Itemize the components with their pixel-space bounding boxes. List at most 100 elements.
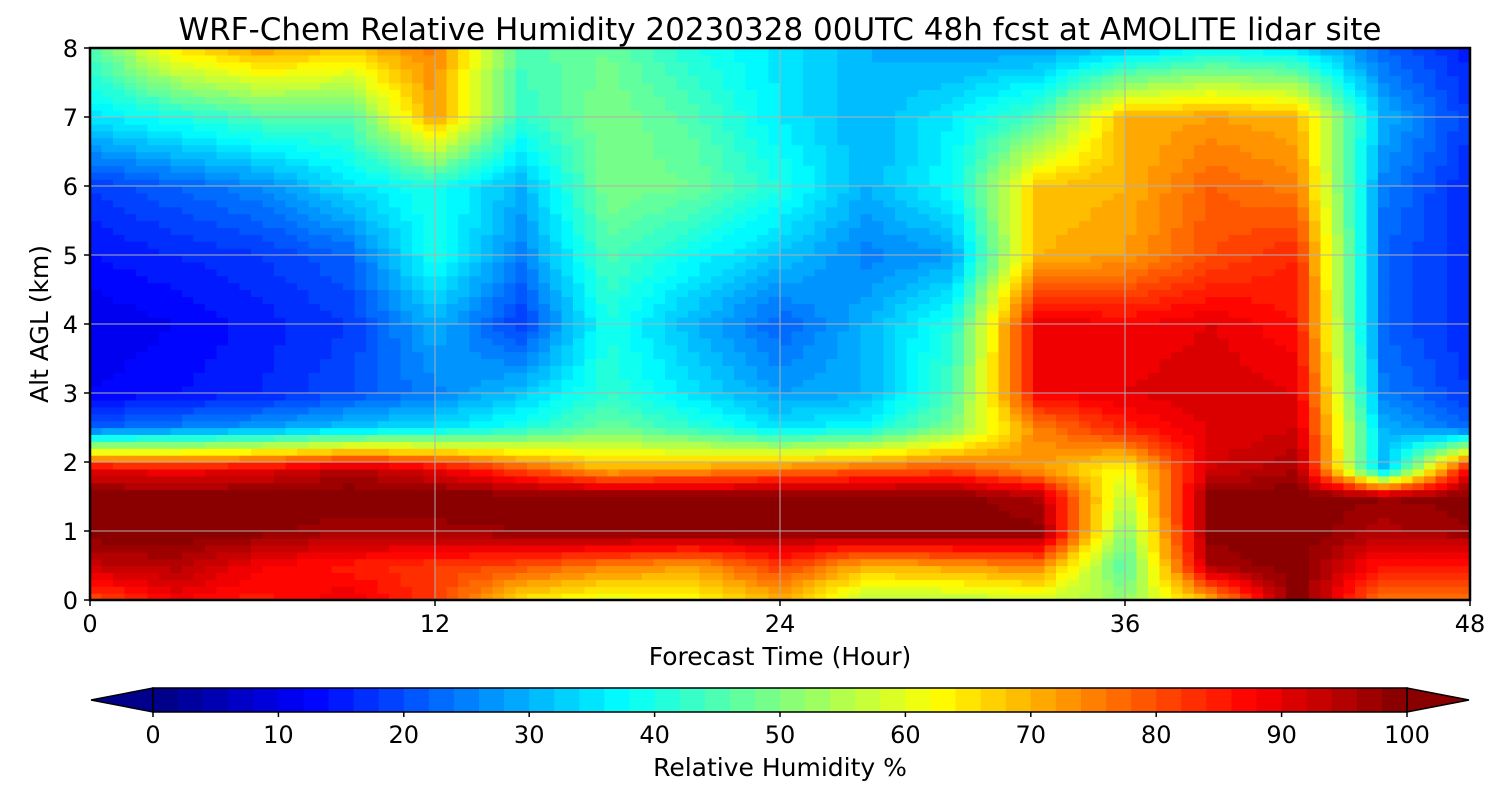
heatmap-cell <box>90 482 103 491</box>
heatmap-cell <box>676 344 689 353</box>
heatmap-cell <box>1044 496 1057 504</box>
heatmap-cell <box>849 593 862 600</box>
heatmap-cell <box>400 324 413 332</box>
heatmap-cell <box>1320 386 1333 394</box>
heatmap-cell <box>1309 358 1322 366</box>
heatmap-cell <box>170 310 183 318</box>
heatmap-cell <box>895 337 908 346</box>
heatmap-cell <box>688 544 701 553</box>
heatmap-cell <box>1102 503 1115 511</box>
heatmap-cell <box>1067 482 1080 491</box>
heatmap-cell <box>1263 330 1276 339</box>
heatmap-cell <box>193 503 206 511</box>
heatmap-cell <box>849 330 862 339</box>
heatmap-cell <box>1056 448 1069 456</box>
heatmap-cell <box>377 393 390 401</box>
heatmap-cell <box>1435 475 1448 484</box>
heatmap-cell <box>1412 399 1425 408</box>
heatmap-cell <box>826 544 839 553</box>
heatmap-cell <box>1136 551 1149 560</box>
heatmap-cell <box>113 455 126 463</box>
heatmap-cell <box>297 406 310 415</box>
heatmap-cell <box>435 330 448 339</box>
heatmap-cell <box>515 386 528 394</box>
heatmap-cell <box>1286 468 1299 477</box>
heatmap-cell <box>458 565 471 573</box>
heatmap-cell <box>1217 365 1230 373</box>
heatmap-cell <box>515 365 528 373</box>
heatmap-cell <box>860 434 873 442</box>
heatmap-cell <box>1010 358 1023 366</box>
heatmap-cell <box>561 531 574 539</box>
heatmap-cell <box>676 517 689 525</box>
heatmap-cell <box>446 337 459 346</box>
heatmap-cell <box>1366 379 1379 387</box>
heatmap-cell <box>251 441 264 449</box>
heatmap-cell <box>389 455 402 463</box>
heatmap-cell <box>1056 517 1069 525</box>
heatmap-cell <box>998 337 1011 346</box>
heatmap-cell <box>515 537 528 546</box>
heatmap-cell <box>941 558 954 567</box>
heatmap-cell <box>1159 462 1172 470</box>
heatmap-cell <box>1010 386 1023 394</box>
heatmap-cell <box>193 379 206 387</box>
heatmap-cell <box>1447 372 1460 380</box>
heatmap-cell <box>1159 427 1172 435</box>
heatmap-cell <box>596 324 609 332</box>
heatmap-cell <box>308 455 321 463</box>
heatmap-cell <box>1297 379 1310 387</box>
heatmap-cell <box>1205 565 1218 573</box>
heatmap-cell <box>1320 572 1333 580</box>
heatmap-cell <box>734 517 747 525</box>
heatmap-cell <box>918 503 931 511</box>
heatmap-cell <box>1021 358 1034 366</box>
heatmap-cell <box>1033 351 1046 360</box>
heatmap-cell <box>1355 496 1368 504</box>
heatmap-cell <box>331 565 344 573</box>
heatmap-cell <box>653 365 666 373</box>
heatmap-cell <box>101 468 114 477</box>
heatmap-cell <box>1113 434 1126 442</box>
heatmap-cell <box>458 579 471 587</box>
heatmap-cell <box>1274 337 1287 346</box>
heatmap-cell <box>1171 372 1184 380</box>
heatmap-cell <box>872 475 885 484</box>
heatmap-cell <box>1412 441 1425 449</box>
heatmap-cell <box>262 330 275 339</box>
heatmap-cell <box>435 593 448 600</box>
heatmap-cell <box>1401 455 1414 463</box>
heatmap-cell <box>1332 358 1345 366</box>
heatmap-cell <box>412 455 425 463</box>
heatmap-cell <box>918 475 931 484</box>
heatmap-cell <box>837 351 850 360</box>
heatmap-cell <box>573 434 586 442</box>
heatmap-cell <box>182 544 195 553</box>
heatmap-cell <box>228 537 241 546</box>
heatmap-cell <box>1159 503 1172 511</box>
heatmap-cell <box>1079 434 1092 442</box>
heatmap-cell <box>780 565 793 573</box>
heatmap-cell <box>331 558 344 567</box>
heatmap-cell <box>1044 503 1057 511</box>
heatmap-cell <box>1297 386 1310 394</box>
heatmap-cell <box>860 379 873 387</box>
heatmap-cell <box>1297 544 1310 553</box>
heatmap-cell <box>136 351 149 360</box>
heatmap-cell <box>1320 365 1333 373</box>
heatmap-cell <box>1136 579 1149 587</box>
heatmap-cell <box>1435 544 1448 553</box>
heatmap-cell <box>262 510 275 518</box>
heatmap-cell <box>1182 317 1195 325</box>
heatmap-cell <box>561 441 574 449</box>
heatmap-cell <box>1424 537 1437 546</box>
heatmap-cell <box>1286 496 1299 504</box>
heatmap-cell <box>1228 524 1241 532</box>
heatmap-cell <box>596 517 609 525</box>
heatmap-cell <box>170 317 183 325</box>
heatmap-cell <box>1194 579 1207 587</box>
heatmap-cell <box>906 379 919 387</box>
heatmap-cell <box>895 565 908 573</box>
heatmap-cell <box>1217 579 1230 587</box>
heatmap-cell <box>998 448 1011 456</box>
